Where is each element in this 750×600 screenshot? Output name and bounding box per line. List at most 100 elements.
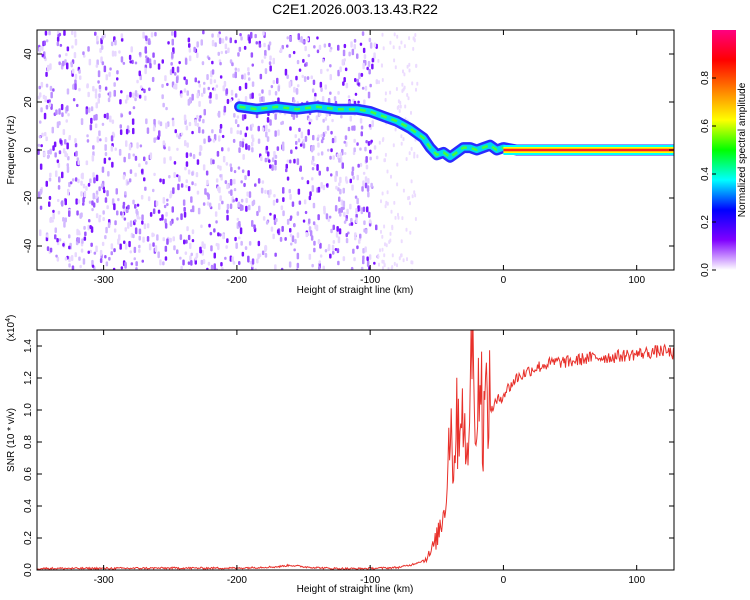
noise-speck [49, 172, 52, 178]
noise-speck [47, 64, 50, 72]
noise-speck [408, 151, 411, 156]
spectrogram-noise [37, 30, 419, 270]
noise-speck [64, 198, 67, 206]
noise-speck [377, 58, 380, 63]
noise-speck [342, 256, 346, 262]
noise-speck [413, 154, 416, 159]
noise-speck [103, 157, 107, 164]
noise-speck [413, 190, 416, 195]
noise-speck [93, 114, 96, 121]
noise-speck [133, 257, 136, 261]
noise-speck [337, 69, 340, 77]
noise-speck [416, 81, 419, 86]
noise-speck [224, 43, 228, 50]
noise-speck [230, 127, 233, 134]
noise-speck [320, 139, 324, 144]
noise-speck [113, 228, 117, 233]
noise-speck [222, 155, 226, 163]
noise-speck [383, 224, 386, 229]
noise-speck [54, 227, 57, 234]
noise-speck [368, 124, 372, 128]
noise-speck [367, 191, 370, 198]
noise-speck [326, 166, 329, 172]
noise-speck [154, 269, 156, 270]
noise-speck [320, 68, 323, 75]
noise-speck [46, 234, 49, 238]
noise-speck [217, 186, 220, 192]
noise-speck [264, 189, 267, 194]
noise-speck [322, 118, 325, 123]
noise-speck [108, 71, 111, 77]
noise-speck [66, 62, 69, 70]
noise-speck [83, 190, 87, 198]
noise-speck [403, 72, 406, 77]
noise-speck [308, 218, 311, 224]
snr-frame [36, 329, 675, 571]
noise-speck [147, 196, 151, 202]
noise-speck [312, 221, 316, 226]
noise-speck [86, 134, 89, 138]
noise-speck [40, 107, 43, 113]
noise-speck [244, 175, 247, 181]
noise-speck [59, 139, 62, 145]
noise-speck [355, 213, 358, 219]
noise-speck [192, 154, 196, 160]
noise-speck [234, 93, 238, 98]
noise-speck [296, 262, 300, 269]
noise-speck [366, 206, 369, 213]
noise-speck [239, 204, 243, 212]
noise-speck [71, 265, 75, 270]
noise-speck [257, 240, 261, 247]
noise-speck [132, 153, 135, 157]
noise-speck [350, 222, 354, 226]
noise-speck [168, 146, 171, 152]
noise-speck [180, 93, 183, 98]
noise-speck [196, 114, 199, 119]
noise-speck [396, 263, 398, 268]
noise-speck [250, 52, 254, 58]
noise-speck [361, 86, 365, 90]
noise-speck [342, 81, 345, 86]
noise-speck [51, 126, 54, 134]
noise-speck [400, 40, 403, 45]
noise-speck [290, 242, 293, 246]
noise-speck [332, 240, 336, 244]
noise-speck [348, 223, 352, 227]
noise-speck [324, 131, 327, 135]
noise-speck [138, 228, 142, 235]
noise-speck [135, 267, 138, 270]
noise-speck [350, 41, 353, 48]
snr-panel: -300 -200 -100 0 100 0.0 0.2 0.4 0.6 0.8 1.0 1.2 1.… [5, 315, 675, 595]
noise-speck [195, 172, 199, 178]
noise-speck [232, 73, 235, 78]
noise-speck [330, 148, 333, 153]
noise-speck [299, 165, 302, 172]
noise-speck [152, 233, 155, 237]
noise-speck [76, 103, 79, 108]
noise-speck [219, 128, 222, 134]
noise-speck [56, 256, 60, 262]
chart-title: C2E1.2026.003.13.43.R22 [272, 1, 438, 17]
noise-speck [102, 210, 105, 215]
snr-plot-area [37, 330, 674, 570]
noise-speck [362, 255, 365, 260]
noise-speck [202, 202, 206, 206]
noise-speck [380, 229, 382, 234]
noise-speck [213, 87, 217, 91]
noise-speck [410, 260, 413, 265]
noise-speck [262, 216, 266, 221]
noise-speck [202, 164, 206, 171]
noise-speck [125, 208, 129, 213]
noise-speck [157, 63, 161, 70]
noise-speck [176, 174, 179, 178]
spectrogram-signal-track [234, 101, 674, 163]
noise-speck [306, 37, 309, 42]
noise-speck [414, 217, 417, 221]
noise-speck [358, 239, 361, 244]
noise-speck [335, 170, 338, 177]
noise-speck [184, 58, 188, 65]
noise-speck [269, 119, 272, 126]
noise-speck [251, 258, 255, 265]
noise-speck [362, 180, 365, 187]
noise-speck [118, 50, 121, 54]
